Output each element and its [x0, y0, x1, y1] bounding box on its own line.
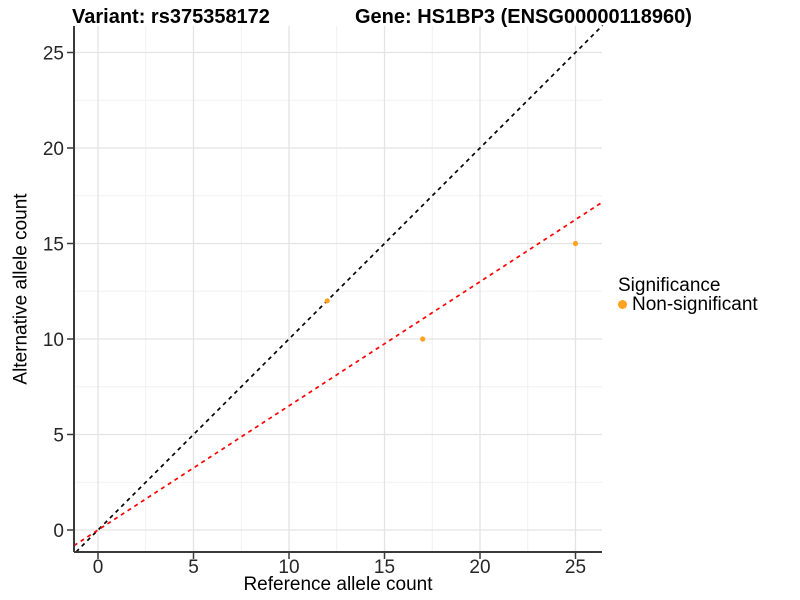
x-tick-label: 25	[565, 557, 586, 578]
legend-item-non-significant: Non-significant	[618, 295, 758, 314]
y-axis-title: Alternative allele count	[10, 193, 32, 385]
y-tick-label: 10	[43, 330, 64, 351]
x-tick-label: 20	[469, 557, 490, 578]
data-point	[572, 240, 579, 247]
variant-title: Variant: rs375358172	[72, 6, 270, 28]
legend-title: Significance	[618, 275, 721, 296]
legend-item-label: Non-significant	[632, 294, 758, 315]
gene-title: Gene: HS1BP3 (ENSG00000118960)	[355, 6, 692, 28]
identity-line	[75, 24, 604, 553]
y-tick-label: 25	[43, 44, 64, 65]
y-tick-label: 0	[53, 521, 64, 542]
legend: Significance Non-significant	[618, 276, 758, 314]
y-tick-label: 5	[53, 426, 64, 447]
data-point	[420, 336, 426, 342]
x-tick-label: 15	[374, 557, 395, 578]
x-tick-label: 10	[278, 557, 299, 578]
data-point	[324, 298, 330, 304]
x-tick-label: 5	[188, 557, 199, 578]
expected-ratio-line	[73, 201, 604, 547]
x-axis-title: Reference allele count	[243, 574, 433, 595]
y-tick-label: 20	[43, 139, 64, 160]
y-tick-label: 15	[43, 235, 64, 256]
legend-point-icon	[618, 300, 627, 309]
x-tick-label: 0	[93, 557, 104, 578]
